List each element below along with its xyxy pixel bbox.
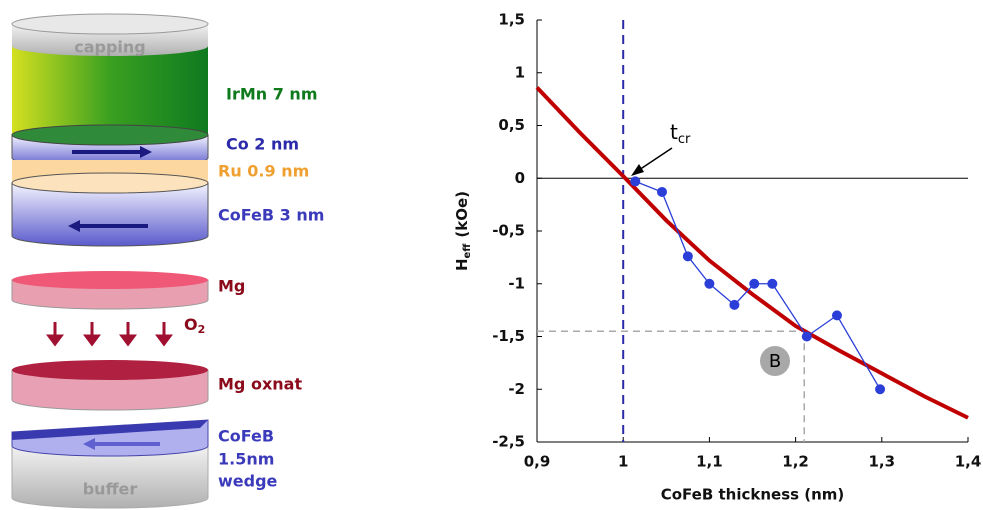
data-point bbox=[831, 310, 842, 321]
data-point bbox=[630, 176, 641, 187]
y-tick-label: -1 bbox=[508, 274, 525, 292]
x-tick-label: 1,1 bbox=[696, 453, 723, 471]
annotation-arrowhead bbox=[631, 164, 644, 176]
x-tick-label: 1,3 bbox=[869, 453, 896, 471]
x-axis-label: CoFeB thickness (nm) bbox=[661, 486, 845, 504]
annotation-arrow bbox=[635, 147, 673, 173]
series-line bbox=[635, 180, 881, 390]
y-label-sub: eff bbox=[462, 243, 473, 259]
annotation-sub: cr bbox=[678, 132, 691, 147]
label: capping bbox=[74, 38, 146, 57]
stack-diagram: capping IrMn 7 nm Co 2 nm Ru 0.9 nm CoFe… bbox=[11, 13, 324, 509]
y-label-main: H bbox=[453, 258, 471, 271]
data-point bbox=[801, 331, 812, 342]
label: CoFeB bbox=[218, 427, 274, 446]
y-tick-label: -2 bbox=[508, 380, 525, 398]
x-tick-label: 1,2 bbox=[782, 453, 809, 471]
y-tick-label: -2,5 bbox=[492, 433, 525, 451]
data-point bbox=[767, 278, 778, 289]
label: buffer bbox=[83, 480, 138, 499]
data-point bbox=[656, 186, 667, 197]
label: wedge bbox=[218, 472, 278, 491]
y-tick-label: 0 bbox=[515, 169, 525, 187]
label: IrMn 7 nm bbox=[226, 85, 318, 104]
chart: -2,5 -2 -1,5 -1 -0,5 0 0,5 1 1,5 0,9 1 1,1 1,2 1,3 1,4… bbox=[453, 11, 982, 504]
data-point bbox=[749, 278, 760, 289]
y-tick-label: -0,5 bbox=[492, 222, 525, 240]
x-tick-label: 0,9 bbox=[524, 453, 551, 471]
x-tick-label: 1,4 bbox=[955, 453, 982, 471]
label: O2 bbox=[184, 315, 205, 337]
data-point bbox=[729, 299, 740, 310]
y-label-unit: (kOe) bbox=[453, 191, 471, 238]
label: Co 2 nm bbox=[226, 135, 299, 154]
y-tick-label: 1,5 bbox=[498, 11, 525, 29]
label: Mg bbox=[218, 277, 245, 296]
x-tick-label: 1 bbox=[618, 453, 628, 471]
annotation: B bbox=[769, 351, 781, 372]
annotation-main: t bbox=[670, 120, 678, 144]
data-point bbox=[704, 278, 715, 289]
label: CoFeB 3 nm bbox=[218, 206, 324, 225]
y-tick-label: -1,5 bbox=[492, 327, 525, 345]
annotation: tcr bbox=[670, 120, 691, 147]
y-tick-label: 1 bbox=[515, 63, 525, 81]
label: Ru 0.9 nm bbox=[218, 162, 309, 181]
annotation-badge bbox=[760, 346, 790, 376]
data-point bbox=[875, 384, 886, 395]
series-line bbox=[535, 86, 969, 420]
label: 1.5nm bbox=[218, 450, 274, 469]
y-axis-label: Heff (kOe) bbox=[453, 191, 474, 271]
y-tick-label: 0,5 bbox=[498, 116, 525, 134]
label: Mg oxnat bbox=[218, 375, 302, 394]
data-point bbox=[682, 251, 693, 262]
